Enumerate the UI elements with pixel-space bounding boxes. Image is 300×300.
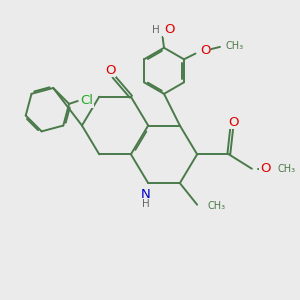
Text: CH₃: CH₃ xyxy=(207,201,225,211)
Text: CH₃: CH₃ xyxy=(226,41,244,51)
Text: O: O xyxy=(164,23,174,36)
Text: N: N xyxy=(141,188,151,201)
Text: H: H xyxy=(142,199,150,209)
Text: O: O xyxy=(260,162,270,175)
Text: O: O xyxy=(105,64,116,77)
Text: CH₃: CH₃ xyxy=(277,164,295,174)
Text: Cl: Cl xyxy=(80,94,93,107)
Text: O: O xyxy=(200,44,210,57)
Text: O: O xyxy=(228,116,238,129)
Text: H: H xyxy=(152,25,160,35)
